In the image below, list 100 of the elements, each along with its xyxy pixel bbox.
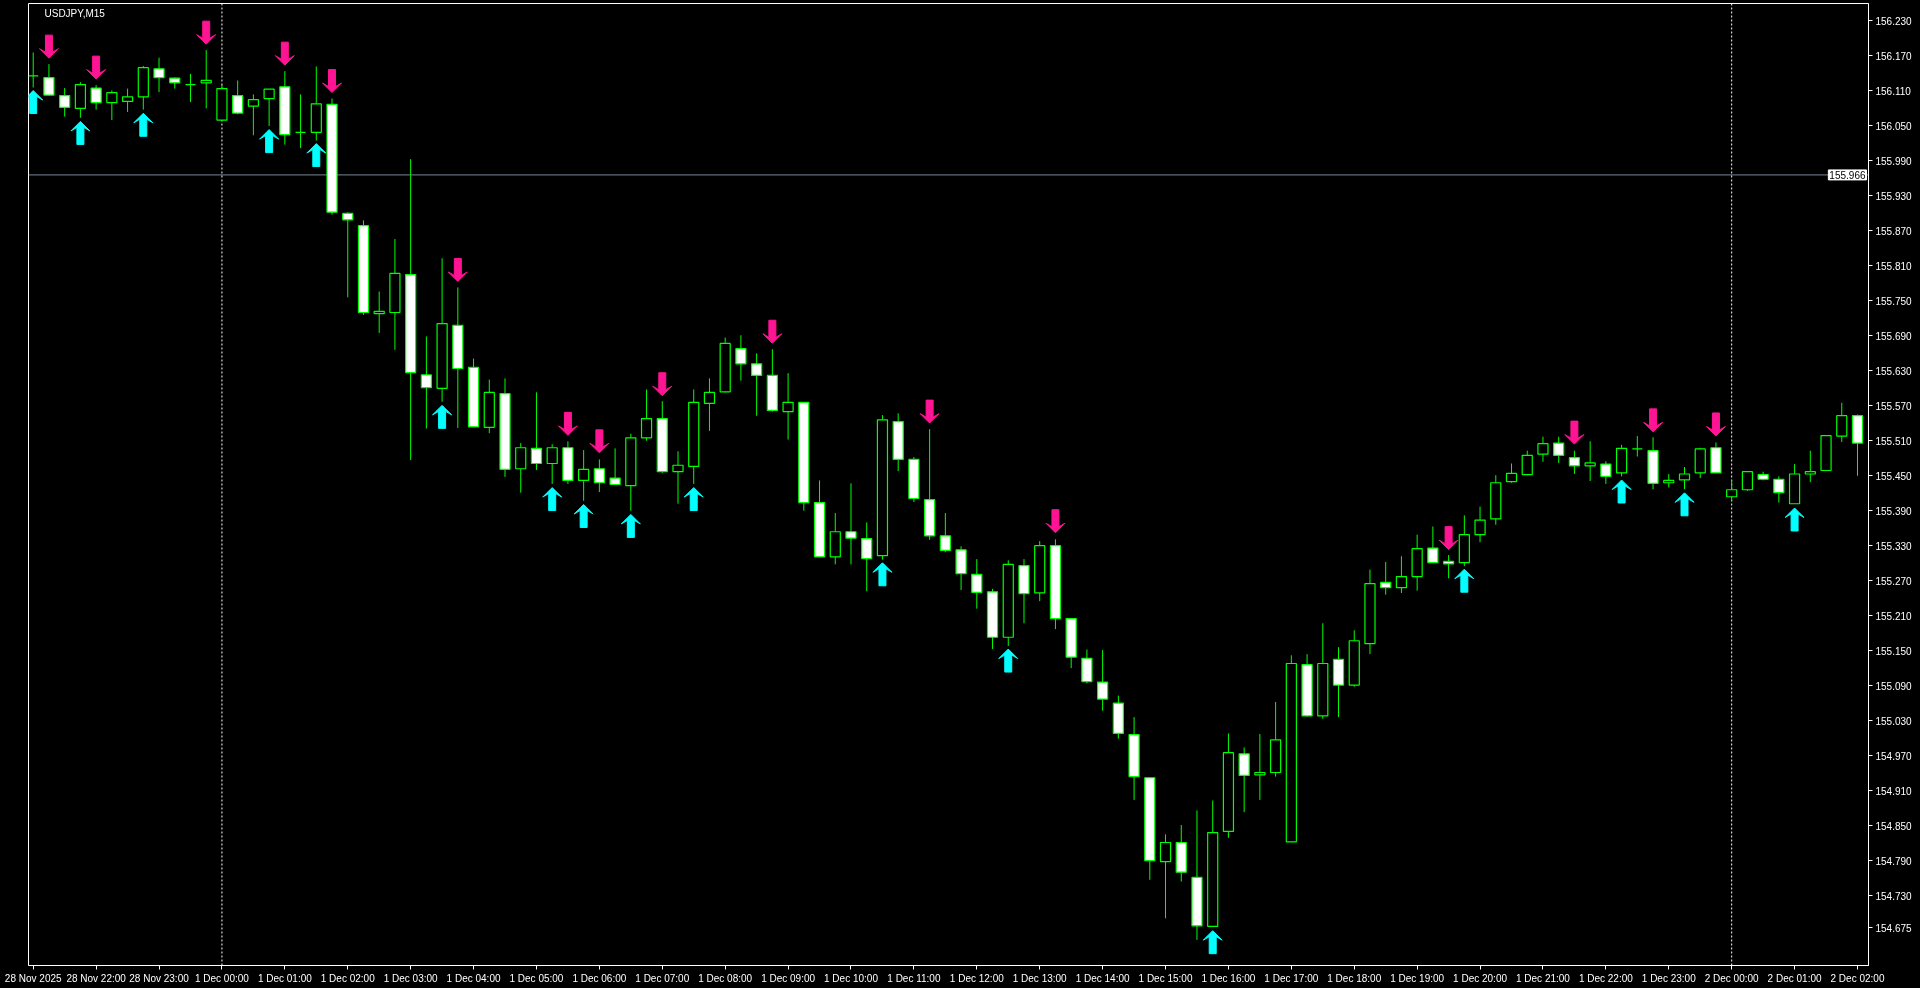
y-tick-label: 155.690: [1875, 330, 1913, 342]
x-tick-label: 1 Dec 18:00: [1327, 972, 1382, 984]
candlestick: [609, 447, 621, 486]
x-tick-label: 1 Dec 00:00: [194, 972, 250, 984]
point: [70, 120, 91, 145]
point: [1438, 526, 1459, 551]
candlestick: [1836, 402, 1848, 443]
x-tick-label: 1 Dec 13:00: [1012, 972, 1068, 984]
chart-title: USDJPY,M15: [44, 7, 106, 19]
point: [1705, 412, 1726, 437]
candlestick: [703, 377, 716, 432]
candlestick: [530, 391, 543, 471]
y-tick-label: 155.090: [1875, 680, 1913, 692]
y-tick-label: 155.630: [1875, 365, 1913, 377]
candlestick: [1584, 440, 1596, 482]
candlestick: [342, 211, 354, 298]
candlestick: [546, 443, 558, 485]
x-tick-label: 1 Dec 06:00: [572, 972, 627, 984]
x-tick-label: 1 Dec 20:00: [1453, 972, 1508, 984]
x-tick-label: 1 Dec 15:00: [1138, 972, 1193, 984]
candlestick: [1096, 649, 1109, 712]
y-tick-label: 156.050: [1875, 120, 1913, 132]
candlestick: [971, 558, 983, 610]
point: [196, 20, 217, 45]
candlestick: [955, 545, 967, 591]
ref-line-label: 155.966: [1829, 169, 1866, 181]
y-tick-label: 156.230: [1875, 15, 1913, 27]
point: [1564, 420, 1585, 445]
candlestick: [43, 63, 55, 97]
candlestick: [1505, 463, 1518, 484]
candlestick: [735, 334, 747, 382]
y-tick-label: 156.110: [1875, 85, 1912, 97]
x-tick-label: 1 Dec 23:00: [1641, 972, 1697, 984]
y-tick-label: 155.270: [1875, 575, 1913, 587]
point: [919, 399, 940, 424]
point: [652, 372, 673, 397]
x-tick-label: 1 Dec 04:00: [446, 972, 501, 984]
y-tick-label: 155.030: [1875, 715, 1913, 727]
x-tick-label: 2 Dec 02:00: [1830, 972, 1885, 984]
point: [1611, 479, 1632, 504]
x-tick-label: 28 Nov 23:00: [129, 972, 190, 984]
candlestick: [1521, 450, 1533, 476]
point: [1784, 507, 1805, 532]
point: [762, 319, 783, 344]
point: [322, 69, 343, 94]
y-tick-label: 156.170: [1875, 50, 1913, 62]
y-tick-label: 154.675: [1875, 922, 1913, 934]
x-tick-label: 1 Dec 10:00: [824, 972, 879, 984]
y-tick-label: 154.910: [1875, 785, 1913, 797]
point: [1643, 408, 1664, 433]
candlestick: [1553, 436, 1565, 464]
point: [573, 503, 594, 528]
candlestick: [578, 449, 590, 502]
candlestick: [1395, 555, 1408, 594]
candlestick: [1427, 525, 1439, 564]
candlestick: [1537, 436, 1549, 463]
candlestick: [1694, 447, 1706, 479]
candlestick: [294, 93, 307, 149]
candlestick: [1254, 733, 1266, 801]
y-tick-label: 155.810: [1875, 260, 1913, 272]
candlestick: [1081, 649, 1093, 684]
candlestick: [1804, 450, 1816, 483]
x-tick-label: 1 Dec 02:00: [320, 972, 376, 984]
candlestick: [1159, 833, 1172, 919]
candlestick: [515, 442, 527, 494]
candlestick: [1726, 479, 1738, 502]
x-tick-label: 1 Dec 19:00: [1390, 972, 1445, 984]
candlestick: [1568, 450, 1581, 475]
point: [1045, 509, 1066, 534]
x-tick-label: 1 Dec 01:00: [257, 972, 313, 984]
y-tick-label: 155.570: [1875, 400, 1913, 412]
candlestick: [861, 521, 873, 592]
x-tick-label: 1 Dec 08:00: [698, 972, 753, 984]
candlestick: [153, 57, 165, 93]
y-tick-label: 155.210: [1875, 610, 1913, 622]
candlestick: [939, 512, 951, 553]
x-tick-label: 1 Dec 05:00: [509, 972, 564, 984]
x-tick-label: 1 Dec 21:00: [1516, 972, 1571, 984]
point: [86, 55, 107, 80]
y-tick-label: 155.510: [1875, 435, 1913, 447]
point: [589, 429, 610, 454]
y-tick-label: 154.790: [1875, 855, 1913, 867]
candlestick: [1238, 746, 1250, 813]
candlestick: [184, 73, 197, 103]
point: [683, 487, 704, 512]
y-tick-label: 154.850: [1875, 820, 1913, 832]
candlestick: [90, 84, 102, 111]
point: [38, 34, 59, 59]
y-tick-label: 155.930: [1875, 190, 1913, 202]
point: [542, 487, 563, 512]
point: [1674, 492, 1695, 517]
x-tick-label: 1 Dec 12:00: [949, 972, 1005, 984]
candlestick: [420, 335, 433, 430]
point: [447, 257, 468, 282]
point: [620, 513, 641, 538]
y-tick-label: 155.450: [1875, 470, 1913, 482]
x-tick-label: 1 Dec 07:00: [635, 972, 690, 984]
candlestick: [1600, 460, 1612, 485]
x-tick-label: 1 Dec 22:00: [1578, 972, 1634, 984]
candlestick: [1474, 506, 1486, 543]
